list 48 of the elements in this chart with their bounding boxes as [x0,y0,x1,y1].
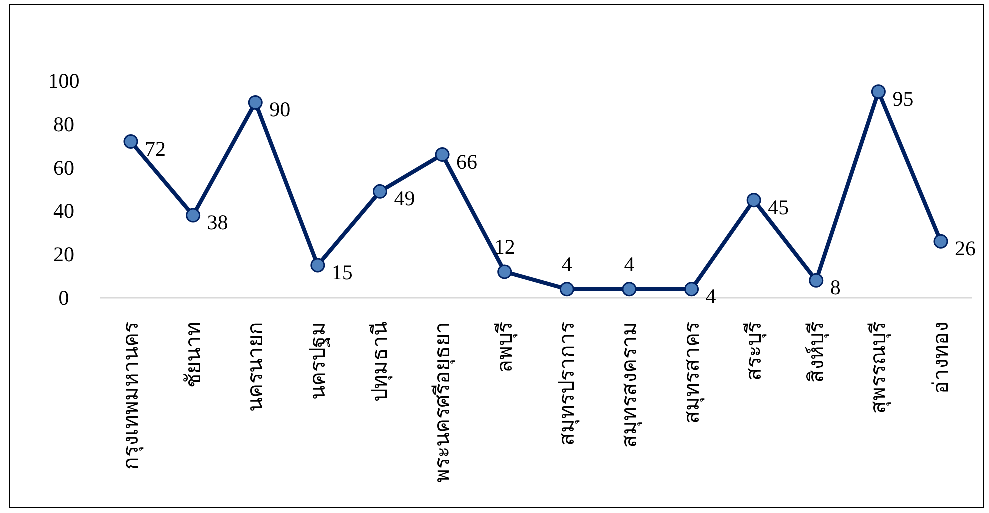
point [124,134,138,150]
data-label: 45 [768,195,790,220]
x-tick-label: สมุทรสงคราม [617,322,642,448]
point [871,84,886,100]
point [435,148,450,162]
x-tick-label: สระบุรี [742,322,768,381]
y-tick-label: 40 [54,199,74,224]
point [684,282,700,297]
data-label: 26 [955,236,976,261]
point [934,234,948,249]
x-tick-label: สมุทรสาคร [680,322,705,424]
x-tick-label: สิงห์บุรี [804,322,830,383]
data-label: 8 [830,276,841,300]
point [498,264,512,280]
data-label: 4 [562,252,573,276]
point [560,282,574,297]
data-label: 72 [145,136,166,161]
x-tick-label: นครนายก [244,322,268,412]
data-label: 66 [456,150,478,174]
data-label: 90 [270,98,291,122]
x-tick-label: สมุทรปราการ [555,322,580,446]
point [186,208,201,223]
point [248,95,263,110]
y-tick-label: 20 [54,242,74,267]
data-label: 4 [706,284,717,308]
y-tick-label: 80 [54,112,74,136]
data-label: 12 [494,234,516,259]
x-tick-label: สุพรรณบุรี [866,322,892,414]
x-tick-label: กรุงเทพมหานคร [119,322,144,470]
point [746,193,762,208]
point [310,258,326,273]
point [372,184,388,199]
y-tick-label: 60 [54,156,74,180]
x-tick-label: นครปฐม [306,322,330,400]
data-label: 38 [207,210,228,235]
x-tick-label: ลพบุรี [492,322,518,373]
x-tick-label: ปทุมธานี [368,322,394,402]
point [622,282,637,297]
data-label: 49 [394,186,416,211]
x-tick-label: อ่างทอง [929,322,953,394]
data-label: 4 [624,252,636,276]
data-label: 15 [332,260,353,284]
y-tick-label: 100 [48,69,80,93]
data-label: 95 [892,86,914,111]
x-tick-label: พระนครศรีอยุธยา [430,322,456,483]
x-tick-label: ชัยนาท [181,322,206,388]
point [809,273,824,288]
y-tick-label: 0 [58,286,70,310]
